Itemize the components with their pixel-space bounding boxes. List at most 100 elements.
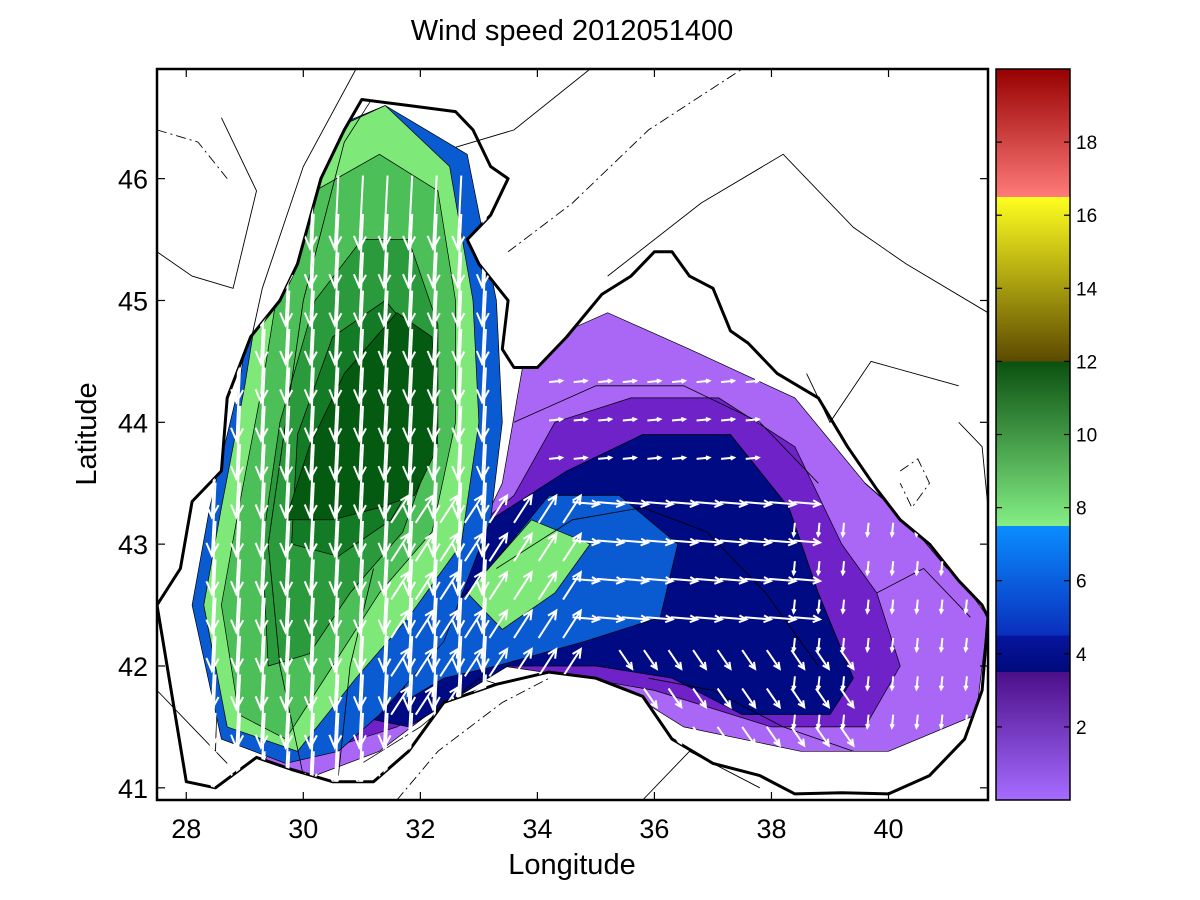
wind-arrow bbox=[938, 599, 944, 615]
wind-arrow bbox=[745, 455, 761, 461]
colorbar-tick-label: 6 bbox=[1076, 572, 1087, 593]
wind-arrow bbox=[352, 405, 367, 482]
wind-arrow bbox=[352, 175, 367, 252]
wind-arrow bbox=[279, 405, 294, 482]
wind-arrow bbox=[328, 213, 343, 290]
wind-arrow bbox=[352, 482, 367, 559]
wind-arrow bbox=[572, 576, 602, 585]
land-contour-line bbox=[157, 129, 228, 179]
wind-arrow bbox=[643, 649, 659, 671]
wind-arrow bbox=[671, 378, 688, 384]
wind-arrow bbox=[889, 676, 895, 692]
wind-arrow bbox=[328, 597, 343, 674]
wind-arrow bbox=[402, 213, 417, 290]
wind-arrow bbox=[622, 455, 639, 461]
wind-arrow bbox=[303, 674, 318, 750]
coastline bbox=[157, 98, 988, 796]
wind-arrow bbox=[205, 482, 220, 559]
x-tick-label: 34 bbox=[522, 814, 552, 844]
wind-arrow bbox=[390, 685, 411, 716]
wind-arrow bbox=[390, 570, 411, 601]
wind-arrow bbox=[303, 213, 318, 290]
wind-arrow bbox=[205, 674, 220, 750]
wind-arrow bbox=[488, 608, 509, 639]
wind-arrow bbox=[303, 559, 318, 635]
wind-arrow bbox=[488, 531, 509, 562]
wind-arrow bbox=[230, 636, 245, 712]
wind-arrow bbox=[791, 676, 797, 692]
wind-arrow bbox=[377, 482, 392, 559]
wind-arrow bbox=[963, 637, 969, 654]
wind-arrow bbox=[914, 561, 920, 577]
y-tick-label: 42 bbox=[118, 652, 148, 682]
wind-arrow bbox=[716, 649, 732, 671]
wind-arrow bbox=[488, 493, 509, 524]
contour-line bbox=[648, 677, 854, 752]
wind-arrow bbox=[402, 636, 417, 712]
chart-title: Wind speed 2012051400 bbox=[411, 15, 733, 47]
wind-arrow bbox=[352, 559, 367, 635]
wind-arrow bbox=[475, 405, 490, 482]
wind-arrow bbox=[352, 252, 367, 328]
wind-arrow bbox=[769, 576, 798, 585]
wind-arrow bbox=[426, 252, 441, 328]
wind-arrow bbox=[646, 614, 675, 624]
wind-arrow bbox=[938, 561, 944, 577]
wind-arrow bbox=[463, 493, 484, 524]
wind-arrow bbox=[426, 290, 441, 367]
wind-arrow bbox=[744, 614, 774, 624]
wind-arrow bbox=[254, 482, 269, 559]
wind-arrow bbox=[815, 726, 831, 748]
contour-line bbox=[496, 507, 819, 667]
wind-arrow bbox=[328, 559, 343, 635]
wind-arrow bbox=[402, 482, 417, 559]
wind-arrow bbox=[647, 378, 663, 384]
wind-arrow bbox=[279, 290, 294, 367]
wind-arrow bbox=[696, 416, 712, 423]
wind-arrow bbox=[671, 416, 688, 423]
wind-arrow bbox=[451, 290, 466, 367]
wind-arrow bbox=[254, 520, 269, 597]
wind-arrow bbox=[597, 576, 626, 585]
wind-arrow bbox=[475, 290, 490, 367]
wind-arrow bbox=[463, 608, 484, 639]
wind-arrow bbox=[377, 559, 392, 635]
wind-arrow bbox=[791, 599, 797, 615]
wind-arrow bbox=[352, 520, 367, 597]
wind-arrow bbox=[621, 537, 651, 547]
wind-arrow bbox=[741, 687, 757, 710]
wind-arrow bbox=[451, 482, 466, 559]
wind-arrow bbox=[426, 636, 441, 712]
wind-arrow bbox=[597, 537, 626, 547]
wind-arrow bbox=[475, 482, 490, 559]
wind-arrow bbox=[475, 520, 490, 597]
wind-arrow bbox=[475, 367, 490, 443]
wind-arrow bbox=[963, 676, 969, 692]
wind-arrow bbox=[328, 405, 343, 482]
wind-arrow bbox=[889, 522, 895, 539]
y-tick-label: 46 bbox=[118, 165, 148, 195]
wind-arrow bbox=[303, 444, 318, 520]
wind-arrow bbox=[303, 597, 318, 674]
wind-arrow bbox=[377, 520, 392, 597]
colorbar bbox=[995, 68, 1071, 801]
wind-arrow bbox=[621, 576, 651, 585]
wind-arrow bbox=[439, 608, 460, 639]
wind-arrow bbox=[914, 637, 920, 654]
wind-arrow bbox=[377, 252, 392, 328]
wind-arrow bbox=[328, 290, 343, 367]
wind-arrow bbox=[352, 674, 367, 751]
y-tick-label: 41 bbox=[118, 774, 148, 804]
wind-arrow bbox=[745, 378, 761, 384]
wind-arrow bbox=[254, 329, 269, 405]
wind-arrow bbox=[303, 636, 318, 712]
wind-arrow bbox=[573, 416, 589, 423]
wind-arrow bbox=[426, 405, 441, 482]
wind-arrow bbox=[352, 367, 367, 443]
wind-arrow bbox=[914, 714, 920, 730]
x-tick-label: 28 bbox=[171, 814, 201, 844]
wind-arrow bbox=[230, 444, 245, 520]
wind-arrow bbox=[865, 561, 871, 577]
wind-arrow bbox=[352, 636, 367, 712]
land-contour-line bbox=[607, 153, 988, 314]
